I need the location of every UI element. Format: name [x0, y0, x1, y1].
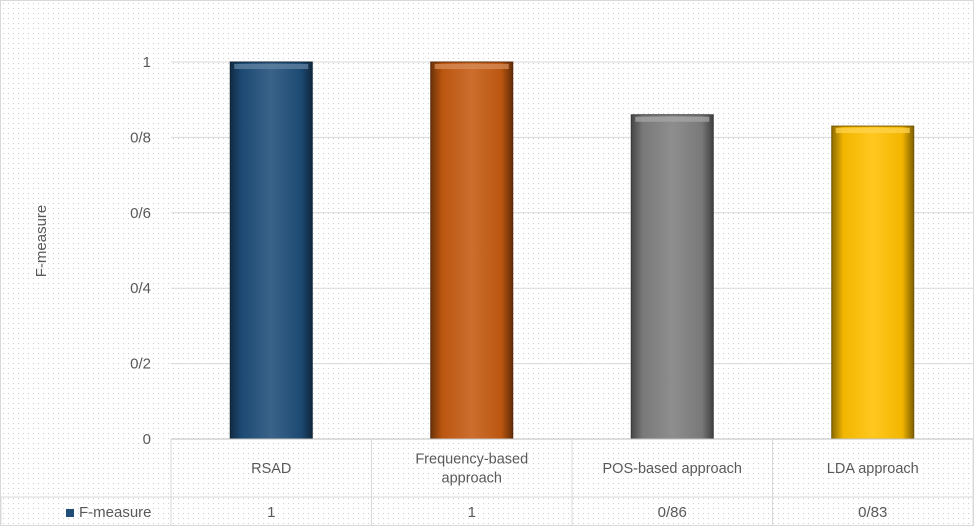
bar-pos-based-approach: [630, 114, 714, 440]
y-tick-label: 0/4: [130, 280, 151, 297]
y-tick-label: 0/2: [130, 356, 151, 373]
bar-bevel: [635, 116, 710, 122]
y-tick-label: 1: [143, 54, 151, 71]
table-value: 1: [468, 504, 476, 521]
table-value: 1: [267, 504, 275, 521]
y-tick-label: 0/8: [130, 129, 151, 146]
bar-bevel: [434, 64, 509, 69]
bar-bevel: [234, 64, 309, 69]
category-label: POS-based approach: [603, 461, 742, 477]
y-tick-labels: 0 0/2 0/4 0/6 0/8 1: [130, 54, 151, 448]
legend-series-name: F-measure: [79, 504, 152, 521]
table-value: 0/83: [858, 504, 887, 521]
category-label: LDA approach: [827, 461, 919, 477]
data-table: RSAD Frequency-based approach POS-based app…: [1, 438, 973, 525]
y-tick-label: 0/6: [130, 205, 151, 222]
category-label: RSAD: [251, 461, 291, 477]
bar-bevel: [835, 128, 910, 134]
category-label: approach: [442, 471, 502, 487]
bar-rsad: [229, 61, 313, 440]
y-tick-label: 0: [143, 431, 151, 448]
bar-lda-approach: [831, 125, 915, 440]
legend-swatch: [66, 509, 74, 517]
bars: [229, 61, 915, 440]
table-value: 0/86: [658, 504, 687, 521]
category-label: Frequency-based: [415, 452, 528, 468]
y-axis-title: F-measure: [33, 205, 50, 278]
bar-frequency-based-approach: [430, 61, 514, 440]
